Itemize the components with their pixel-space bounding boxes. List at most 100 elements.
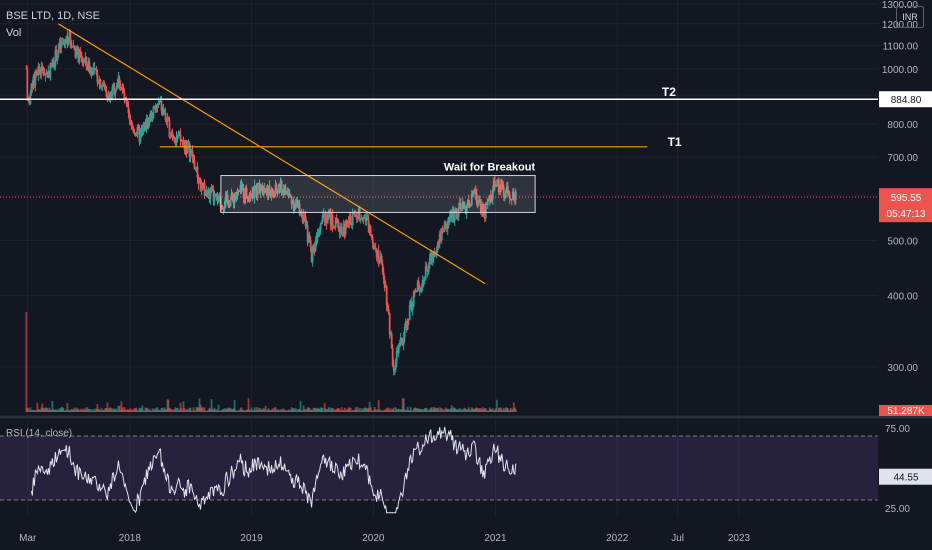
candle-body — [88, 61, 91, 73]
volume-bar — [474, 407, 477, 412]
volume-bar — [380, 410, 383, 412]
candle-body — [341, 232, 344, 236]
volume-bar — [111, 410, 114, 412]
candle-body — [289, 196, 292, 198]
volume-bar — [249, 410, 252, 412]
volume-bar — [96, 404, 99, 412]
volume-bar — [82, 408, 85, 412]
candle-body — [402, 336, 405, 345]
candle-body — [299, 213, 302, 215]
candle-body — [153, 106, 156, 108]
candle-body — [230, 192, 233, 200]
volume-bar — [366, 408, 369, 412]
volume-bar — [126, 409, 129, 412]
candle-body — [468, 205, 471, 207]
volume-bar — [298, 408, 301, 412]
candle-body — [286, 193, 289, 195]
rsi-axis[interactable]: 25.00 75.00 — [885, 424, 910, 515]
volume-bar — [508, 410, 511, 412]
volume-bar — [46, 408, 49, 412]
volume-bar — [292, 408, 295, 412]
volume-bar — [313, 408, 316, 412]
currency-button[interactable]: INR — [896, 6, 924, 28]
volume-bar — [271, 408, 274, 412]
volume-bar — [445, 408, 448, 412]
candle-body — [241, 188, 244, 191]
candle-body — [474, 191, 477, 195]
volume-bar — [396, 408, 399, 412]
candle-body — [213, 194, 216, 202]
volume-bar — [121, 407, 124, 412]
volume-bar — [368, 401, 371, 412]
candle-body — [304, 216, 307, 227]
candle-body — [316, 234, 319, 238]
trendline[interactable] — [58, 23, 486, 285]
candle-body — [99, 79, 102, 88]
candle-body — [151, 117, 154, 120]
candle-body — [370, 235, 373, 238]
volume-bar — [36, 402, 39, 412]
volume-bar — [164, 409, 167, 412]
volume-bar — [442, 409, 445, 412]
time-axis[interactable]: Mar 2018 2019 2020 2021 2022 Jul 2023 — [19, 533, 750, 544]
candle-body — [93, 68, 96, 70]
breakout-label: Wait for Breakout — [444, 162, 536, 174]
candle-body — [443, 221, 446, 231]
candle-body — [87, 61, 90, 69]
volume-bar — [357, 410, 360, 412]
candle-body — [161, 107, 164, 111]
volume-bar — [296, 410, 299, 412]
candle-body — [358, 208, 361, 221]
candle-body — [54, 50, 57, 67]
volume-bar — [109, 407, 112, 412]
volume-bar — [194, 410, 197, 412]
volume-bar — [451, 408, 454, 412]
volume-bar — [27, 408, 30, 412]
candle-body — [377, 250, 380, 263]
candle-body — [389, 333, 392, 335]
candle-body — [35, 71, 38, 73]
candle-body — [70, 42, 73, 48]
breakout-box[interactable] — [220, 175, 536, 213]
volume-bar — [358, 408, 361, 412]
volume-bar — [365, 408, 368, 412]
candle-body — [260, 186, 263, 190]
candle-body — [199, 182, 202, 192]
candle-body — [175, 136, 178, 141]
candle-body — [393, 369, 396, 371]
volume-bar — [252, 409, 255, 412]
rsi-pane[interactable]: RSI (14, close) — [0, 426, 878, 514]
candle-body — [346, 221, 349, 224]
candle-body — [119, 83, 122, 88]
volume-bar — [55, 410, 58, 412]
volume-bar — [482, 409, 485, 412]
volume-bar — [66, 402, 69, 412]
volume-legend[interactable]: Vol — [6, 27, 22, 39]
price-candles[interactable] — [25, 28, 517, 376]
candle-body — [343, 223, 346, 235]
volume-bar — [226, 408, 229, 412]
volume-bar — [139, 408, 142, 412]
volume-bar — [201, 407, 204, 412]
candle-body — [513, 199, 516, 201]
volume-bar — [270, 410, 273, 412]
volume-bar — [317, 408, 320, 412]
candle-body — [353, 213, 356, 215]
volume-bar — [233, 399, 236, 412]
candle-body — [212, 190, 215, 202]
candle-body — [80, 52, 83, 59]
candle-body — [89, 67, 92, 73]
volume-bar — [74, 410, 77, 412]
candle-body — [267, 185, 270, 198]
candle-body — [270, 189, 273, 197]
price-axis[interactable]: 300.00 400.00 500.00 700.00 800.00 1000.00 110… — [882, 0, 919, 374]
volume-bar — [407, 409, 410, 412]
volume-bar — [453, 408, 456, 412]
volume-bar — [171, 410, 174, 412]
volume-bar — [379, 409, 382, 412]
symbol-title[interactable]: BSE LTD, 1D, NSE — [6, 10, 100, 22]
volume-bar — [288, 410, 291, 412]
candle-body — [283, 186, 286, 193]
candle-body — [156, 103, 159, 108]
